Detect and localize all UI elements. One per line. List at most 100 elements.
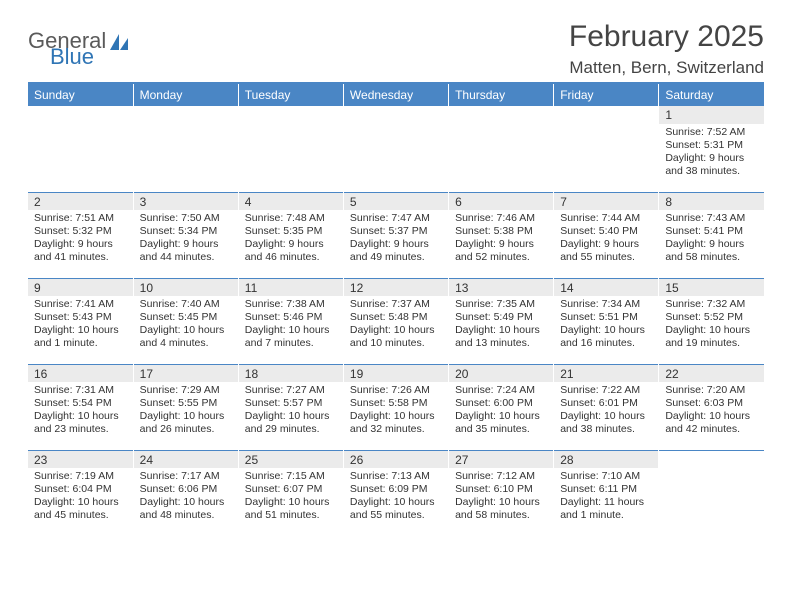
- cell-body: [134, 124, 238, 130]
- daylight-line2: and 32 minutes.: [350, 423, 442, 436]
- day-number: [449, 106, 553, 124]
- cell-body: [449, 124, 553, 130]
- daylight-line2: and 58 minutes.: [455, 509, 547, 522]
- cell-body: Sunrise: 7:13 AMSunset: 6:09 PMDaylight:…: [344, 468, 448, 527]
- day-number: 25: [239, 450, 343, 468]
- weekday-header-row: Sunday Monday Tuesday Wednesday Thursday…: [28, 83, 764, 106]
- calendar-row: 16Sunrise: 7:31 AMSunset: 5:54 PMDayligh…: [28, 364, 764, 450]
- day-number: 8: [659, 192, 764, 210]
- sunset-text: Sunset: 6:11 PM: [560, 483, 652, 496]
- day-number: [344, 106, 448, 124]
- calendar-cell: 9Sunrise: 7:41 AMSunset: 5:43 PMDaylight…: [28, 278, 133, 364]
- sunset-text: Sunset: 6:07 PM: [245, 483, 337, 496]
- day-number: [134, 106, 238, 124]
- daylight-line1: Daylight: 10 hours: [34, 410, 127, 423]
- sunrise-text: Sunrise: 7:19 AM: [34, 470, 127, 483]
- calendar-cell: 5Sunrise: 7:47 AMSunset: 5:37 PMDaylight…: [343, 192, 448, 278]
- cell-body: [344, 124, 448, 130]
- calendar-cell: 13Sunrise: 7:35 AMSunset: 5:49 PMDayligh…: [449, 278, 554, 364]
- calendar-cell: 16Sunrise: 7:31 AMSunset: 5:54 PMDayligh…: [28, 364, 133, 450]
- day-number: 24: [134, 450, 238, 468]
- calendar-cell: 11Sunrise: 7:38 AMSunset: 5:46 PMDayligh…: [238, 278, 343, 364]
- day-number: 1: [659, 106, 764, 124]
- daylight-line2: and 38 minutes.: [560, 423, 652, 436]
- calendar-cell: 15Sunrise: 7:32 AMSunset: 5:52 PMDayligh…: [659, 278, 764, 364]
- calendar-cell: 26Sunrise: 7:13 AMSunset: 6:09 PMDayligh…: [343, 450, 448, 536]
- sunrise-text: Sunrise: 7:15 AM: [245, 470, 337, 483]
- daylight-line2: and 23 minutes.: [34, 423, 127, 436]
- sunrise-text: Sunrise: 7:35 AM: [455, 298, 547, 311]
- calendar-cell: [343, 106, 448, 192]
- sunrise-text: Sunrise: 7:27 AM: [245, 384, 337, 397]
- daylight-line1: Daylight: 10 hours: [245, 410, 337, 423]
- cell-body: Sunrise: 7:37 AMSunset: 5:48 PMDaylight:…: [344, 296, 448, 355]
- daylight-line2: and 7 minutes.: [245, 337, 337, 350]
- day-number: 21: [554, 364, 658, 382]
- daylight-line2: and 52 minutes.: [455, 251, 547, 264]
- calendar-cell: 24Sunrise: 7:17 AMSunset: 6:06 PMDayligh…: [133, 450, 238, 536]
- sunrise-text: Sunrise: 7:26 AM: [350, 384, 442, 397]
- daylight-line1: Daylight: 10 hours: [455, 496, 547, 509]
- day-number: 17: [134, 364, 238, 382]
- day-number: 7: [554, 192, 658, 210]
- brand-part2: Blue: [28, 44, 94, 69]
- cell-body: Sunrise: 7:47 AMSunset: 5:37 PMDaylight:…: [344, 210, 448, 269]
- sunset-text: Sunset: 6:10 PM: [455, 483, 547, 496]
- day-number: 5: [344, 192, 448, 210]
- day-number: 10: [134, 278, 238, 296]
- daylight-line2: and 55 minutes.: [560, 251, 652, 264]
- daylight-line1: Daylight: 10 hours: [665, 410, 758, 423]
- sunset-text: Sunset: 5:46 PM: [245, 311, 337, 324]
- calendar-cell: 23Sunrise: 7:19 AMSunset: 6:04 PMDayligh…: [28, 450, 133, 536]
- day-number: 11: [239, 278, 343, 296]
- cell-body: Sunrise: 7:32 AMSunset: 5:52 PMDaylight:…: [659, 296, 764, 355]
- daylight-line2: and 19 minutes.: [665, 337, 758, 350]
- daylight-line2: and 10 minutes.: [350, 337, 442, 350]
- sunset-text: Sunset: 5:55 PM: [140, 397, 232, 410]
- sunrise-text: Sunrise: 7:48 AM: [245, 212, 337, 225]
- calendar-cell: [133, 106, 238, 192]
- daylight-line1: Daylight: 10 hours: [34, 496, 127, 509]
- calendar-cell: 22Sunrise: 7:20 AMSunset: 6:03 PMDayligh…: [659, 364, 764, 450]
- daylight-line2: and 35 minutes.: [455, 423, 547, 436]
- sunrise-text: Sunrise: 7:37 AM: [350, 298, 442, 311]
- sunset-text: Sunset: 5:57 PM: [245, 397, 337, 410]
- sail-icon: [108, 32, 130, 52]
- sunrise-text: Sunrise: 7:29 AM: [140, 384, 232, 397]
- cell-body: Sunrise: 7:48 AMSunset: 5:35 PMDaylight:…: [239, 210, 343, 269]
- daylight-line2: and 13 minutes.: [455, 337, 547, 350]
- day-number: 22: [659, 364, 764, 382]
- sunrise-text: Sunrise: 7:20 AM: [665, 384, 758, 397]
- daylight-line1: Daylight: 10 hours: [140, 410, 232, 423]
- sunset-text: Sunset: 6:01 PM: [560, 397, 652, 410]
- cell-body: Sunrise: 7:46 AMSunset: 5:38 PMDaylight:…: [449, 210, 553, 269]
- cell-body: Sunrise: 7:19 AMSunset: 6:04 PMDaylight:…: [28, 468, 133, 527]
- cell-body: [28, 124, 133, 130]
- daylight-line2: and 49 minutes.: [350, 251, 442, 264]
- sunrise-text: Sunrise: 7:12 AM: [455, 470, 547, 483]
- calendar-cell: [238, 106, 343, 192]
- sunset-text: Sunset: 5:49 PM: [455, 311, 547, 324]
- sunset-text: Sunset: 5:45 PM: [140, 311, 232, 324]
- day-number: 2: [28, 192, 133, 210]
- cell-body: Sunrise: 7:15 AMSunset: 6:07 PMDaylight:…: [239, 468, 343, 527]
- daylight-line1: Daylight: 9 hours: [665, 152, 758, 165]
- sunset-text: Sunset: 5:37 PM: [350, 225, 442, 238]
- day-number: [659, 450, 764, 468]
- daylight-line1: Daylight: 10 hours: [140, 324, 232, 337]
- cell-body: Sunrise: 7:24 AMSunset: 6:00 PMDaylight:…: [449, 382, 553, 441]
- cell-body: Sunrise: 7:29 AMSunset: 5:55 PMDaylight:…: [134, 382, 238, 441]
- sunset-text: Sunset: 5:51 PM: [560, 311, 652, 324]
- daylight-line1: Daylight: 9 hours: [455, 238, 547, 251]
- sunrise-text: Sunrise: 7:22 AM: [560, 384, 652, 397]
- calendar-row: 2Sunrise: 7:51 AMSunset: 5:32 PMDaylight…: [28, 192, 764, 278]
- sunrise-text: Sunrise: 7:24 AM: [455, 384, 547, 397]
- daylight-line1: Daylight: 10 hours: [140, 496, 232, 509]
- day-number: 19: [344, 364, 448, 382]
- cell-body: Sunrise: 7:35 AMSunset: 5:49 PMDaylight:…: [449, 296, 553, 355]
- cell-body: Sunrise: 7:34 AMSunset: 5:51 PMDaylight:…: [554, 296, 658, 355]
- sunset-text: Sunset: 5:52 PM: [665, 311, 758, 324]
- sunset-text: Sunset: 5:41 PM: [665, 225, 758, 238]
- daylight-line1: Daylight: 10 hours: [350, 324, 442, 337]
- cell-body: Sunrise: 7:27 AMSunset: 5:57 PMDaylight:…: [239, 382, 343, 441]
